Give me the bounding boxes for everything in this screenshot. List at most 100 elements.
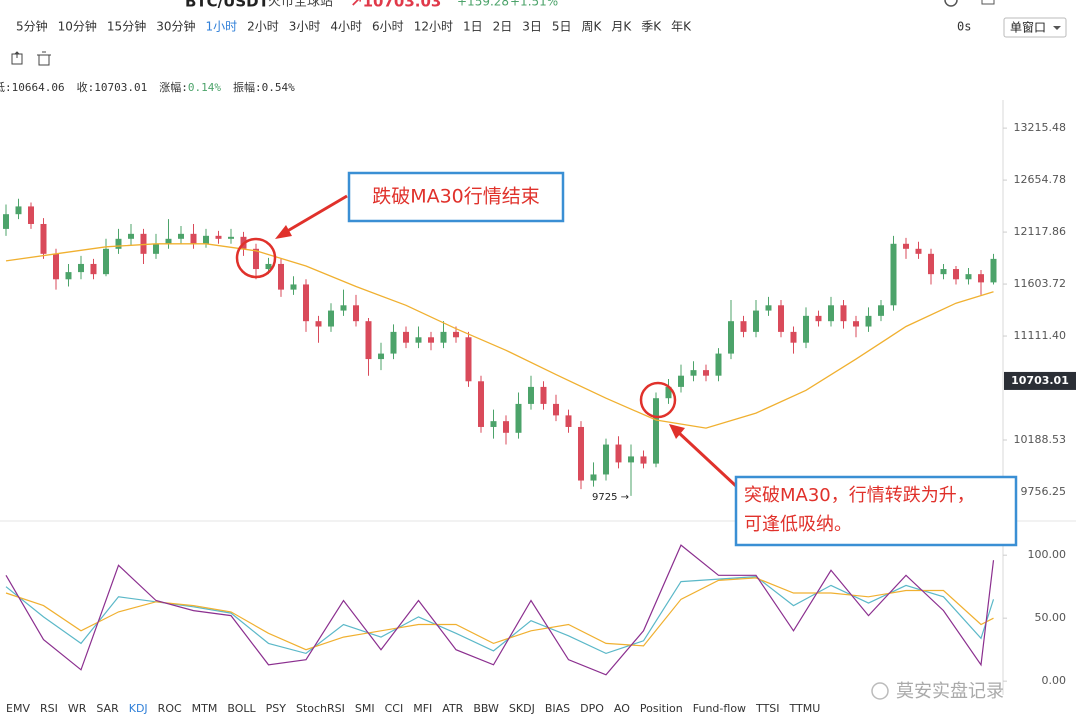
header-price: ↗10703.03	[350, 0, 441, 11]
candle-body	[128, 233, 134, 239]
candle-body	[153, 243, 159, 254]
ma-line	[5, 243, 994, 429]
indicator-tab[interactable]: Position	[640, 702, 683, 715]
candle-body	[28, 206, 34, 224]
candle-body	[53, 253, 59, 280]
candle-body	[953, 269, 959, 280]
interval-bar: 5分钟 10分钟 15分钟 30分钟 1小时 2小时 3小时 4小时 6小时 12小时 1日 2日 3日…	[16, 19, 692, 34]
search-icon[interactable]	[944, 0, 958, 7]
indicator-tab[interactable]: ATR	[442, 702, 463, 715]
last-price-tag	[1004, 371, 1076, 390]
annotation-box	[734, 475, 1018, 547]
info-value: 0.54%	[262, 81, 295, 94]
candle-body	[715, 353, 722, 376]
y-tick-label: 100.00	[1028, 548, 1067, 561]
arrow-head	[669, 424, 685, 439]
indicator-tab[interactable]: BBW	[473, 702, 499, 715]
candle-body	[790, 331, 797, 343]
candle-body	[378, 353, 384, 360]
candle-body	[590, 474, 597, 481]
indicator-tab[interactable]: DPO	[580, 702, 604, 715]
candle-body	[303, 284, 309, 322]
indicator-tab[interactable]: EMV	[6, 702, 30, 715]
indicator-tab[interactable]: SAR	[96, 702, 119, 715]
candle-body	[915, 248, 922, 254]
indicator-tab[interactable]: TTSI	[755, 702, 779, 715]
interval[interactable]: 2小时	[247, 20, 279, 34]
interval[interactable]: 3小时	[289, 20, 321, 34]
info-label: 低:	[0, 81, 12, 94]
candle-body	[353, 305, 359, 322]
indicator-tab[interactable]: KDJ	[129, 702, 148, 715]
info-value: 10703.01	[94, 81, 147, 94]
candle-body	[3, 214, 9, 229]
candle-body	[315, 321, 322, 327]
candle-body	[465, 337, 472, 382]
arrow-shaft	[676, 430, 738, 488]
indicator-tab[interactable]: PSY	[266, 702, 287, 715]
indicator-tab[interactable]: WR	[68, 702, 87, 715]
low-label: 9725 →	[592, 492, 629, 503]
interval[interactable]: 2日	[493, 20, 513, 34]
interval[interactable]: 季K	[641, 20, 662, 34]
interval[interactable]: 年K	[671, 20, 692, 34]
interval[interactable]: 10分钟	[58, 19, 97, 34]
candle-body	[503, 421, 509, 433]
refresh[interactable]: 0s	[957, 20, 971, 34]
indicator-tab[interactable]: SKDJ	[509, 702, 535, 715]
watermark-logo	[871, 682, 889, 700]
last-price-label: 10703.01	[1011, 374, 1069, 387]
candle-body	[203, 235, 209, 244]
indicator-line	[5, 544, 995, 676]
candle-body	[615, 444, 622, 463]
indicator-tab[interactable]: TTMU	[789, 702, 821, 715]
candle-body	[703, 370, 709, 376]
window-select[interactable]	[1003, 17, 1067, 38]
candle-body	[928, 253, 934, 275]
indicator-tab[interactable]: MTM	[192, 702, 218, 715]
candle-body	[853, 321, 859, 327]
indicator-tab[interactable]: CCI	[385, 702, 404, 715]
y-tick-label: 50.00	[1035, 611, 1067, 624]
candle-body	[728, 321, 734, 354]
interval[interactable]: 15分钟	[107, 19, 146, 34]
interval[interactable]: 12小时	[414, 20, 453, 34]
indicator-tab[interactable]: MFI	[413, 702, 432, 715]
indicator-tab[interactable]: SMI	[355, 702, 375, 715]
interval[interactable]: 1日	[463, 20, 483, 34]
window-mode[interactable]: 单窗口	[1010, 21, 1046, 35]
interval[interactable]: 月K	[611, 20, 632, 34]
interval[interactable]: 6小时	[372, 20, 404, 34]
candle-body	[528, 386, 534, 404]
candle-body	[803, 315, 809, 343]
indicator-tab[interactable]: ROC	[158, 702, 182, 715]
interval[interactable]: 周K	[582, 20, 603, 34]
menu-icon[interactable]	[981, 0, 995, 5]
indicator-tab[interactable]: RSI	[40, 702, 58, 715]
indicator-tab[interactable]: Fund-flow	[693, 702, 746, 715]
interval[interactable]: 5分钟	[16, 19, 48, 34]
y-tick-label: 9756.25	[1021, 485, 1067, 498]
candle-body	[140, 233, 147, 254]
interval[interactable]: 4小时	[330, 20, 362, 34]
candle-body	[415, 337, 422, 343]
candle-body	[65, 272, 72, 280]
watermark: 莫安实盘记录	[896, 681, 1004, 702]
interval[interactable]: 3日	[522, 20, 542, 34]
interval[interactable]: 5日	[552, 20, 572, 34]
indicator-tab[interactable]: BIAS	[545, 702, 570, 715]
candle-body	[565, 415, 572, 427]
candle-body	[253, 248, 259, 270]
indicator-tab[interactable]: StochRSI	[296, 702, 345, 715]
interval[interactable]: 1小时	[205, 20, 237, 34]
indicator-tab[interactable]: BOLL	[227, 702, 256, 715]
indicator-tab[interactable]: AO	[614, 702, 630, 715]
indicator-line	[5, 577, 994, 651]
candle-body	[840, 305, 847, 322]
delete-lid	[37, 51, 51, 56]
interval[interactable]: 30分钟	[156, 19, 195, 34]
breakout-circle	[639, 381, 677, 419]
candle-body	[515, 403, 522, 433]
candle-body	[778, 305, 784, 332]
exchange: 火币全球站	[268, 0, 333, 10]
